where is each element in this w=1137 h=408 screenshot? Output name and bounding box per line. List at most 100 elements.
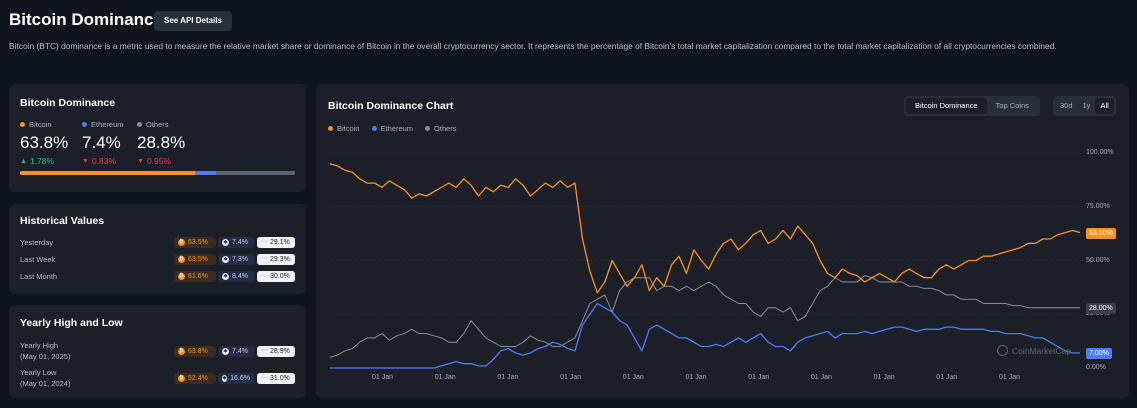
range-tabs: 30d 1y All <box>1053 96 1116 116</box>
arrow-up-icon: ▲ <box>20 157 27 165</box>
yearly-card <box>9 305 306 398</box>
others-dot-icon <box>137 122 142 127</box>
historical-card-title: Historical Values <box>20 215 105 227</box>
x-tick-label: 01 Jan <box>936 374 958 381</box>
yearly-ethereum-pill: ◆ 7.4% <box>218 346 254 357</box>
y-tick-label: 50.00% <box>1086 256 1110 264</box>
historical-bitcoin-pill: ₿ 61.6% <box>174 271 216 282</box>
ethereum-dot-icon <box>82 122 87 127</box>
historical-others-pill: ⋯ 30.0% <box>257 271 295 282</box>
yearly-value: 31.0% <box>270 375 290 382</box>
ethereum-last-value-tag: 7.00% <box>1086 347 1112 359</box>
bitcoin-dot-icon <box>328 126 333 131</box>
legend-bitcoin-label: Bitcoin <box>337 124 360 133</box>
chart-tabs: Bitcoin Dominance Top Coins <box>904 96 1040 116</box>
yearly-value: 63.8% <box>188 348 208 355</box>
dominance-ethereum-label: Ethereum <box>91 120 124 129</box>
legend-ethereum-label: Ethereum <box>380 124 414 133</box>
bitcoin-coin-icon: ₿ <box>178 348 185 355</box>
dominance-bar <box>20 171 295 175</box>
tab-top-coins[interactable]: Top Coins <box>995 101 1029 110</box>
others-last-value-tag: 28.00% <box>1086 302 1116 314</box>
bitcoin-coin-icon: ₿ <box>178 375 185 382</box>
historical-row-label: Yesterday <box>20 238 54 247</box>
historical-value: 29.1% <box>270 239 290 246</box>
yearly-card-title: Yearly High and Low <box>20 317 123 329</box>
dominance-others-change: 0.95% <box>146 156 172 166</box>
others-coin-icon: ⋯ <box>261 239 267 245</box>
historical-value: 30.0% <box>270 273 290 280</box>
historical-others-pill: ⋯ 29.3% <box>257 254 295 265</box>
yearly-others-pill: ⋯ 28.9% <box>257 346 295 357</box>
dominance-bitcoin-value: 63.8% <box>20 133 69 152</box>
historical-value: 8.4% <box>232 273 248 280</box>
yearly-ethereum-pill: ◆ 16.6% <box>218 373 254 384</box>
y-tick-label: 75.00% <box>1086 202 1110 210</box>
bitcoin-dot-icon <box>20 122 25 127</box>
dominance-bitcoin-label: Bitcoin <box>29 120 52 129</box>
yearly-bitcoin-pill: ₿ 52.4% <box>174 373 216 384</box>
range-all[interactable]: All <box>1095 98 1114 114</box>
yearly-others-pill: ⋯ 31.0% <box>257 373 295 384</box>
ethereum-coin-icon: ◆ <box>222 256 229 263</box>
x-tick-label: 01 Jan <box>999 374 1021 381</box>
legend-others[interactable]: Others <box>425 124 457 133</box>
dominance-bitcoin-change: 1.78% <box>29 156 55 166</box>
ethereum-coin-icon: ◆ <box>222 273 229 280</box>
yearly-row-title: Yearly High <box>20 341 59 350</box>
others-coin-icon: ⋯ <box>261 348 267 354</box>
x-tick-label: 01 Jan <box>810 374 832 381</box>
range-1y[interactable]: 1y <box>1082 101 1091 110</box>
bitcoin-coin-icon: ₿ <box>178 273 185 280</box>
historical-value: 63.5% <box>188 239 208 246</box>
y-tick-label: 0.00% <box>1086 364 1106 371</box>
x-tick-label: 01 Jan <box>873 374 895 381</box>
historical-row-label: Last Week <box>20 255 56 264</box>
dominance-bitcoin: Bitcoin 63.8% ▲ 1.78% <box>20 120 68 166</box>
historical-value: 7.4% <box>232 239 248 246</box>
x-tick-label: 01 Jan <box>622 374 644 381</box>
legend-others-label: Others <box>434 124 457 133</box>
yearly-row-label: Yearly High (May 01, 2025) <box>20 340 70 362</box>
dominance-others: Others 28.8% ▼ 0.95% <box>137 120 185 166</box>
arrow-down-icon: ▼ <box>82 157 89 165</box>
historical-ethereum-pill: ◆ 8.4% <box>218 271 254 282</box>
others-coin-icon: ⋯ <box>261 375 267 381</box>
yearly-row-date: (May 01, 2025) <box>20 352 71 361</box>
yearly-row-label: Yearly Low (May 01, 2024) <box>20 367 70 389</box>
historical-row-label: Last Month <box>20 272 58 281</box>
historical-bitcoin-pill: ₿ 63.5% <box>174 237 216 248</box>
dominance-bar-bitcoin <box>20 171 196 175</box>
x-tick-label: 01 Jan <box>685 374 707 381</box>
historical-others-pill: ⋯ 29.1% <box>257 237 295 248</box>
yearly-value: 16.6% <box>230 375 250 382</box>
dominance-ethereum: Ethereum 7.4% ▼ 0.83% <box>82 120 124 166</box>
dominance-bar-ethereum <box>195 171 216 175</box>
yearly-value: 7.4% <box>232 348 248 355</box>
historical-value: 7.3% <box>232 256 248 263</box>
yearly-bitcoin-pill: ₿ 63.8% <box>174 346 216 357</box>
historical-value: 63.5% <box>188 256 208 263</box>
historical-bitcoin-pill: ₿ 63.5% <box>174 254 216 265</box>
others-coin-icon: ⋯ <box>261 256 267 262</box>
x-tick-label: 01 Jan <box>560 374 582 381</box>
yearly-value: 28.9% <box>270 348 290 355</box>
tab-bitcoin-dominance[interactable]: Bitcoin Dominance <box>906 98 987 114</box>
yearly-value: 52.4% <box>188 375 208 382</box>
ethereum-coin-icon: ◆ <box>222 375 228 382</box>
bitcoin-coin-icon: ₿ <box>178 256 185 263</box>
dominance-card-title: Bitcoin Dominance <box>20 97 116 109</box>
legend-bitcoin[interactable]: Bitcoin <box>328 124 360 133</box>
historical-value: 61.6% <box>188 273 208 280</box>
range-30d[interactable]: 30d <box>1060 101 1073 110</box>
y-tick-label: 100.00% <box>1086 149 1114 156</box>
chart-title: Bitcoin Dominance Chart <box>328 100 454 112</box>
ethereum-coin-icon: ◆ <box>222 348 229 355</box>
legend-ethereum[interactable]: Ethereum <box>371 124 414 133</box>
bitcoin-coin-icon: ₿ <box>178 239 185 246</box>
see-api-details-button[interactable]: See API Details <box>154 11 232 31</box>
dominance-ethereum-value: 7.4% <box>82 133 121 152</box>
dominance-ethereum-change: 0.83% <box>91 156 117 166</box>
watermark-text: CoinMarketCap <box>1012 345 1072 356</box>
others-dot-icon <box>425 126 431 131</box>
